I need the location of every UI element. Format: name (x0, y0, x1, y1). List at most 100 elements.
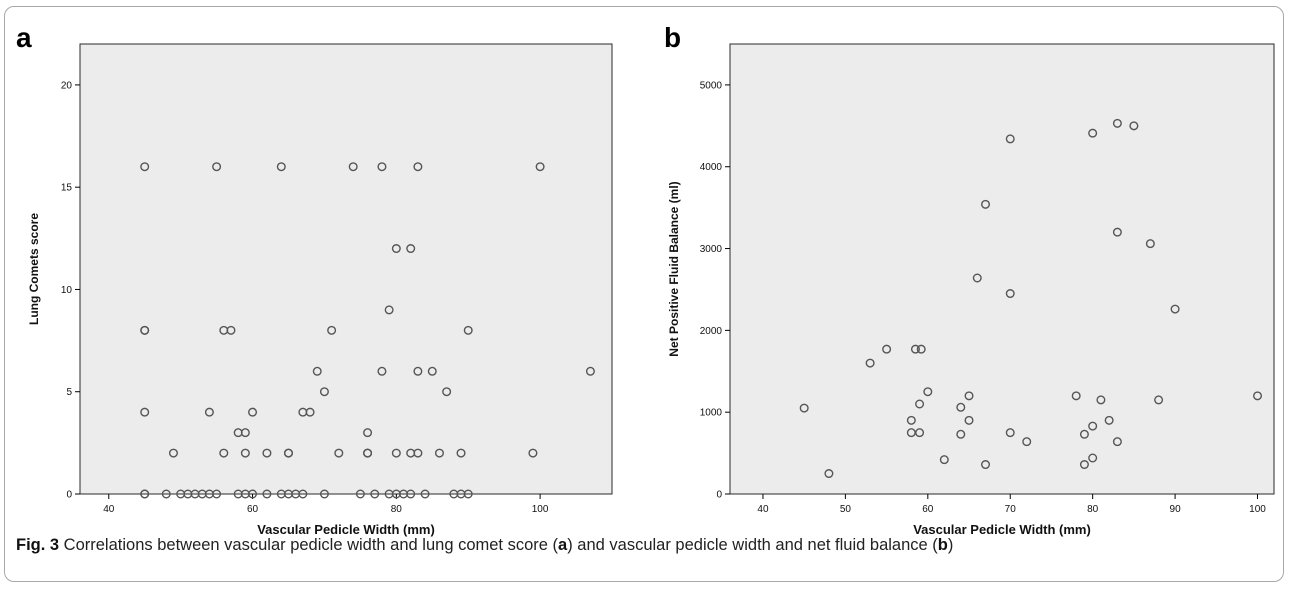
data-point-a (226, 325, 236, 335)
data-point-a (434, 448, 444, 458)
data-point-a (535, 162, 545, 172)
data-point-a (262, 489, 272, 499)
data-point-a (442, 387, 452, 397)
plot-area-a (79, 43, 613, 495)
x-tick-label-a: 60 (247, 504, 259, 515)
y-tick-label-a: 5 (66, 387, 72, 398)
data-point-a (212, 489, 222, 499)
y-tick-label-a: 0 (66, 490, 72, 501)
x-tick-label-a: 40 (103, 504, 115, 515)
data-point-b (964, 415, 974, 425)
data-point-b (1005, 134, 1015, 144)
data-point-b (1005, 289, 1015, 299)
data-point-a (168, 448, 178, 458)
data-point-b (1005, 428, 1015, 438)
x-tick-label-a: 100 (532, 504, 549, 515)
data-point-b (1079, 460, 1089, 470)
y-tick-label-a: 15 (61, 183, 73, 194)
caption-text-1: Correlations between vascular pedicle wi… (59, 536, 559, 554)
data-point-b (1088, 128, 1098, 138)
data-point-a (463, 325, 473, 335)
caption-ref-b: b (937, 536, 948, 554)
data-point-a (240, 448, 250, 458)
y-tick-label-a: 10 (61, 285, 73, 296)
caption-text-3: ) (947, 536, 954, 554)
data-point-a (262, 448, 272, 458)
data-point-b (1112, 437, 1122, 447)
data-point-b (956, 429, 966, 439)
data-point-b (910, 344, 920, 354)
data-point-a (219, 448, 229, 458)
x-tick-label-b: 40 (757, 504, 769, 515)
data-point-a (363, 428, 373, 438)
data-point-a (391, 448, 401, 458)
y-tick-label-b: 2000 (700, 326, 723, 337)
data-point-a (140, 162, 150, 172)
data-point-b (915, 399, 925, 409)
x-tick-label-b: 90 (1170, 504, 1182, 515)
y-tick-label-b: 4000 (700, 162, 723, 173)
data-point-a (240, 428, 250, 438)
data-point-b (1253, 391, 1263, 401)
x-tick-label-b: 100 (1249, 504, 1266, 515)
data-point-a (140, 325, 150, 335)
data-point-a (327, 325, 337, 335)
data-point-b (972, 273, 982, 283)
data-point-a (413, 366, 423, 376)
y-axis-label-a: Lung Comets score (27, 213, 41, 325)
figure-caption: Fig. 3 Correlations between vascular ped… (16, 536, 953, 555)
x-tick-label-a: 80 (391, 504, 403, 515)
data-point-b (1112, 118, 1122, 128)
y-tick-label-b: 5000 (700, 80, 723, 91)
data-point-b (1079, 429, 1089, 439)
data-point-b (1088, 421, 1098, 431)
data-point-a (334, 448, 344, 458)
data-point-a (585, 366, 595, 376)
data-point-b (1022, 437, 1032, 447)
data-point-a (161, 489, 171, 499)
data-point-b (1071, 391, 1081, 401)
data-point-a (140, 407, 150, 417)
x-tick-label-b: 70 (1005, 504, 1017, 515)
data-point-a (420, 489, 430, 499)
data-point-b (1104, 415, 1114, 425)
panel-label-a: a (16, 22, 32, 53)
data-point-b (1088, 453, 1098, 463)
data-point-b (915, 428, 925, 438)
plot-area-b (729, 43, 1275, 495)
data-point-b (923, 387, 933, 397)
panel-label-b: b (664, 22, 682, 53)
data-point-b (1170, 304, 1180, 314)
data-point-b (1145, 239, 1155, 249)
data-point-a (413, 162, 423, 172)
data-point-b (1112, 227, 1122, 237)
data-point-b (964, 391, 974, 401)
data-point-a (413, 448, 423, 458)
data-point-a (528, 448, 538, 458)
data-point-a (363, 448, 373, 458)
data-point-a (463, 489, 473, 499)
data-point-a (212, 162, 222, 172)
data-point-a (204, 407, 214, 417)
data-point-a (248, 407, 258, 417)
data-point-a (377, 162, 387, 172)
data-point-a (312, 366, 322, 376)
data-point-a (248, 489, 258, 499)
data-point-a (406, 489, 416, 499)
caption-text-2: ) and vascular pedicle width and net flu… (567, 536, 938, 554)
data-point-a (298, 489, 308, 499)
y-axis-label-b: Net Positive Fluid Balance (ml) (667, 181, 681, 356)
data-point-a (427, 366, 437, 376)
y-tick-label-b: 0 (716, 490, 722, 501)
y-tick-label-a: 20 (61, 80, 73, 91)
data-point-b (981, 460, 991, 470)
data-point-a (391, 244, 401, 254)
data-point-b (799, 403, 809, 413)
x-tick-label-b: 60 (922, 504, 934, 515)
data-point-a (319, 489, 329, 499)
data-point-b (956, 402, 966, 412)
data-point-b (916, 344, 926, 354)
data-point-a (276, 162, 286, 172)
data-point-a (456, 448, 466, 458)
